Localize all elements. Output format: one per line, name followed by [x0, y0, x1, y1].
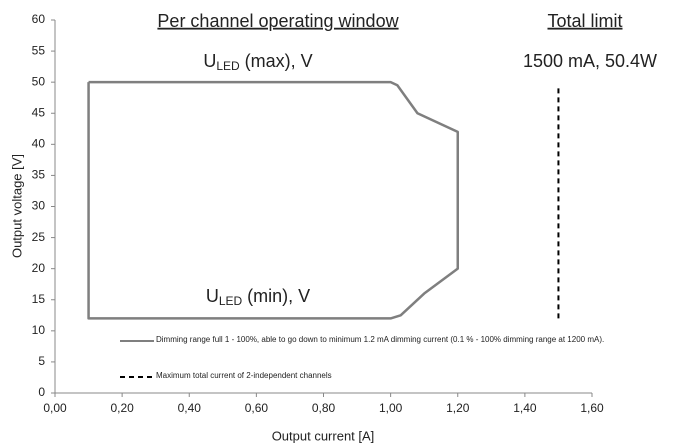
annotation-sub: LED: [219, 294, 243, 308]
y-axis-label: Output voltage [V]: [9, 154, 24, 258]
x-tick-label: 0,20: [110, 401, 134, 415]
y-tick-label: 30: [32, 199, 46, 213]
y-tick-label: 10: [32, 323, 46, 337]
chart-title: Per channel operating window: [157, 11, 399, 31]
annotation-text: 1500 mA, 50.4W: [523, 51, 657, 71]
y-tick-label: 60: [32, 12, 46, 26]
legend-label: Dimming range full 1 - 100%, able to go …: [156, 335, 605, 344]
annotation: 1500 mA, 50.4W: [523, 51, 657, 71]
series-line: [87, 80, 459, 320]
y-tick-label: 0: [38, 385, 45, 399]
annotation-sub: LED: [216, 59, 240, 73]
x-tick-label: 1,60: [580, 401, 604, 415]
x-tick-label: 0,80: [312, 401, 336, 415]
annotation-text: (min), V: [242, 286, 310, 306]
x-tick-label: 1,00: [379, 401, 403, 415]
y-tick-label: 50: [32, 74, 46, 88]
y-tick-label: 55: [32, 43, 46, 57]
x-tick-label: 1,40: [513, 401, 537, 415]
legend-entry: Dimming range full 1 - 100%, able to go …: [156, 335, 605, 344]
y-tick-label: 15: [32, 292, 46, 306]
x-tick-label: 0,40: [178, 401, 202, 415]
y-tick-label: 40: [32, 137, 46, 151]
y-tick-label: 20: [32, 261, 46, 275]
annotation: ULED (min), V: [206, 286, 310, 308]
annotation-text: U: [206, 286, 219, 306]
annotation-text: U: [203, 51, 216, 71]
annotation: ULED (max), V: [203, 51, 312, 73]
legend-label: Maximum total current of 2-independent c…: [156, 371, 332, 380]
y-tick-label: 5: [38, 354, 45, 368]
y-tick-label: 35: [32, 168, 46, 182]
x-tick-label: 0,00: [43, 401, 67, 415]
y-tick-label: 25: [32, 230, 46, 244]
legend-entry: Maximum total current of 2-independent c…: [156, 371, 332, 380]
y-tick-label: 45: [32, 105, 46, 119]
x-axis-label: Output current [A]: [272, 428, 375, 443]
annotation-text: (max), V: [240, 51, 313, 71]
x-tick-label: 0,60: [245, 401, 269, 415]
chart-title: Total limit: [547, 11, 622, 31]
x-tick-label: 1,20: [446, 401, 470, 415]
